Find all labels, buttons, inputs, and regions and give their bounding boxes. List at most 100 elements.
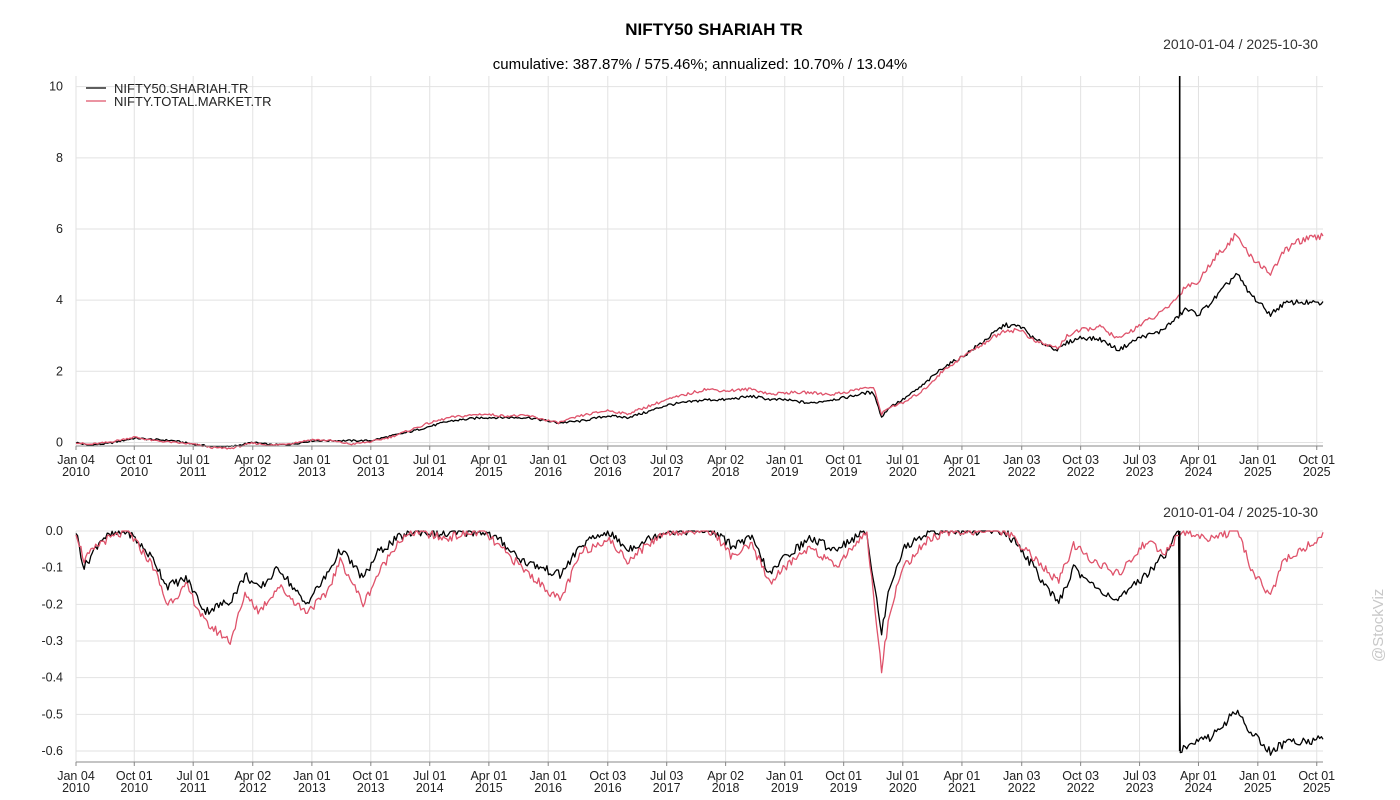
- x-tick-year: 2022: [1067, 781, 1095, 795]
- series-line-shariah: [75, 272, 1324, 449]
- x-tick-label: Jan 03: [1003, 453, 1041, 467]
- chart-subtitle: cumulative: 387.87% / 575.46%; annualize…: [493, 56, 907, 73]
- x-tick-year: 2025: [1244, 465, 1272, 479]
- x-tick-year: 2016: [534, 781, 562, 795]
- series-line-total-market: [75, 530, 1324, 674]
- x-tick-year: 2024: [1185, 781, 1213, 795]
- x-tick-year: 2019: [771, 465, 799, 479]
- y-tick-label: -0.6: [41, 744, 63, 758]
- x-tick-label: Oct 03: [589, 769, 626, 783]
- x-tick-label: Jan 04: [57, 453, 95, 467]
- x-tick-label: Oct 01: [352, 769, 389, 783]
- x-tick-year: 2025: [1244, 781, 1272, 795]
- x-tick-label: Jul 03: [650, 769, 683, 783]
- x-tick-year: 2019: [830, 465, 858, 479]
- x-tick-year: 2014: [416, 781, 444, 795]
- bottom-panel-series: [75, 530, 1324, 756]
- y-tick-label: -0.3: [41, 634, 63, 648]
- x-tick-year: 2016: [594, 781, 622, 795]
- x-tick-label: Oct 01: [825, 769, 862, 783]
- x-tick-year: 2016: [594, 465, 622, 479]
- y-tick-label: 8: [56, 151, 63, 165]
- x-tick-label: Apr 01: [470, 769, 507, 783]
- x-tick-year: 2024: [1185, 465, 1213, 479]
- x-tick-label: Jul 01: [413, 453, 446, 467]
- y-tick-label: 0: [56, 435, 63, 449]
- x-tick-label: Jul 01: [177, 769, 210, 783]
- x-tick-label: Jul 01: [413, 769, 446, 783]
- x-tick-label: Jan 01: [766, 453, 804, 467]
- x-tick-year: 2015: [475, 781, 503, 795]
- x-tick-year: 2010: [62, 465, 90, 479]
- y-tick-label: -0.4: [41, 671, 63, 685]
- x-tick-label: Apr 01: [1180, 769, 1217, 783]
- x-tick-year: 2013: [357, 781, 385, 795]
- x-tick-label: Apr 02: [707, 453, 744, 467]
- x-tick-year: 2010: [62, 781, 90, 795]
- x-tick-year: 2020: [889, 781, 917, 795]
- x-tick-year: 2013: [298, 465, 326, 479]
- x-tick-year: 2016: [534, 465, 562, 479]
- x-tick-year: 2017: [653, 781, 681, 795]
- top-panel-grid: [75, 76, 1323, 448]
- watermark: @StockViz: [1370, 589, 1387, 662]
- x-tick-year: 2022: [1008, 781, 1036, 795]
- x-tick-year: 2022: [1008, 465, 1036, 479]
- x-tick-year: 2018: [712, 465, 740, 479]
- x-tick-label: Jan 03: [1003, 769, 1041, 783]
- x-tick-label: Oct 01: [116, 769, 153, 783]
- x-tick-label: Jul 01: [886, 769, 919, 783]
- legend-label-shariah: NIFTY50.SHARIAH.TR: [114, 81, 248, 96]
- y-tick-label: 0.0: [46, 524, 63, 538]
- bottom-date-range: 2010-01-04 / 2025-10-30: [1163, 504, 1318, 520]
- x-tick-year: 2025: [1303, 781, 1331, 795]
- x-tick-year: 2010: [120, 465, 148, 479]
- y-tick-label: 10: [49, 80, 63, 94]
- y-tick-label: 2: [56, 364, 63, 378]
- x-tick-year: 2020: [889, 465, 917, 479]
- legend-label-total-market: NIFTY.TOTAL.MARKET.TR: [114, 94, 271, 109]
- series-line-shariah: [75, 530, 1324, 756]
- x-tick-label: Apr 01: [944, 769, 981, 783]
- x-tick-year: 2011: [180, 465, 207, 479]
- x-tick-label: Jul 01: [886, 453, 919, 467]
- series-line-total-market: [75, 232, 1324, 450]
- x-tick-year: 2021: [948, 781, 976, 795]
- x-tick-year: 2019: [830, 781, 858, 795]
- x-tick-label: Jan 01: [529, 769, 567, 783]
- x-tick-label: Apr 02: [707, 769, 744, 783]
- x-tick-year: 2012: [239, 465, 267, 479]
- x-tick-label: Apr 01: [1180, 453, 1217, 467]
- x-tick-label: Jul 03: [1123, 453, 1156, 467]
- y-tick-label: 6: [56, 222, 63, 236]
- legend: NIFTY50.SHARIAH.TR NIFTY.TOTAL.MARKET.TR: [86, 81, 271, 109]
- x-tick-year: 2010: [120, 781, 148, 795]
- x-tick-label: Oct 03: [1062, 453, 1099, 467]
- x-tick-label: Oct 01: [1298, 769, 1335, 783]
- chart-title: NIFTY50 SHARIAH TR: [625, 20, 803, 39]
- x-tick-label: Apr 02: [234, 453, 271, 467]
- x-tick-label: Jan 01: [766, 769, 804, 783]
- x-tick-label: Oct 03: [1062, 769, 1099, 783]
- y-tick-label: -0.5: [41, 707, 63, 721]
- y-tick-label: -0.1: [41, 561, 63, 575]
- x-tick-year: 2014: [416, 465, 444, 479]
- x-tick-label: Oct 03: [589, 453, 626, 467]
- x-tick-label: Jul 03: [1123, 769, 1156, 783]
- x-tick-year: 2012: [239, 781, 267, 795]
- x-tick-label: Jan 01: [293, 769, 331, 783]
- x-tick-label: Apr 02: [234, 769, 271, 783]
- x-tick-label: Jan 01: [1239, 769, 1277, 783]
- x-tick-label: Jul 03: [650, 453, 683, 467]
- x-tick-year: 2019: [771, 781, 799, 795]
- x-tick-label: Oct 01: [116, 453, 153, 467]
- x-tick-year: 2023: [1126, 781, 1154, 795]
- x-tick-year: 2022: [1067, 465, 1095, 479]
- x-tick-label: Jan 01: [1239, 453, 1277, 467]
- x-tick-year: 2011: [180, 781, 207, 795]
- x-tick-year: 2018: [712, 781, 740, 795]
- x-tick-label: Apr 01: [470, 453, 507, 467]
